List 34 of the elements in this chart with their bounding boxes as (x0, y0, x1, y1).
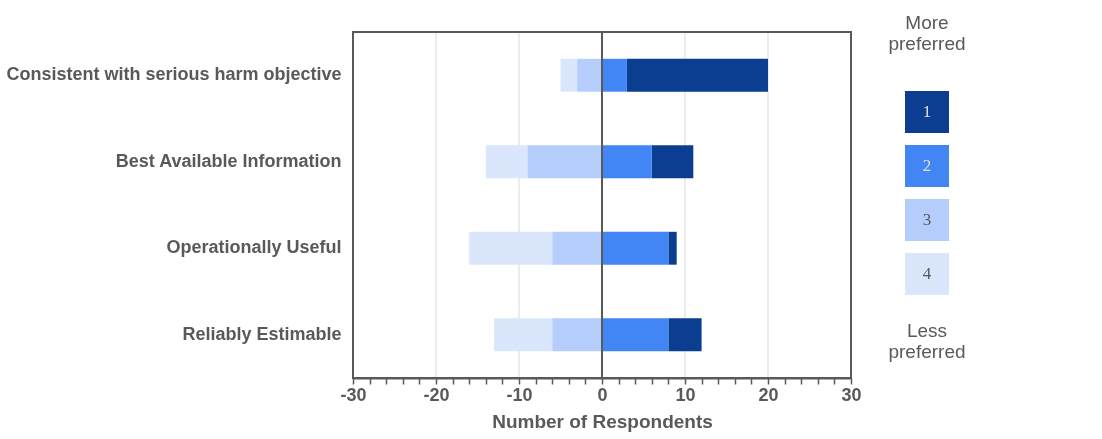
bar (602, 318, 669, 352)
text: 3 (922, 210, 932, 229)
x-tick-label: -10 (506, 384, 533, 405)
bar (626, 58, 768, 92)
y-tick-label: Best Available Information (115, 150, 342, 171)
x-tick-label: 0 (597, 384, 608, 405)
bar (668, 231, 677, 265)
bar (494, 318, 553, 352)
x-tick-label: -30 (340, 384, 367, 405)
x-axis-title: Number of Respondents (492, 410, 713, 432)
bar (651, 145, 694, 179)
y-tick-label: Operationally Useful (166, 237, 342, 258)
legend-title: More preferred (888, 12, 966, 54)
bar (602, 231, 669, 265)
bar (668, 318, 702, 352)
x-tick-label: -20 (423, 384, 450, 405)
text: 2 (922, 156, 932, 175)
bar (485, 145, 528, 179)
text: 4 (922, 264, 932, 283)
x-tick-label: 20 (758, 384, 779, 405)
bar (469, 231, 553, 265)
bar (602, 145, 652, 179)
bar (527, 145, 602, 179)
bar (577, 58, 602, 92)
y-tick-label: Reliably Estimable (182, 323, 342, 344)
bar (602, 58, 627, 92)
bar (552, 231, 602, 265)
x-tick-label: 30 (841, 384, 862, 405)
x-tick-label: 10 (675, 384, 696, 405)
bar (552, 318, 602, 352)
text: Less preferred (888, 320, 966, 362)
text: 1 (922, 102, 932, 121)
bar (560, 58, 578, 92)
y-tick-label: Consistent with serious harm objective (6, 64, 342, 85)
